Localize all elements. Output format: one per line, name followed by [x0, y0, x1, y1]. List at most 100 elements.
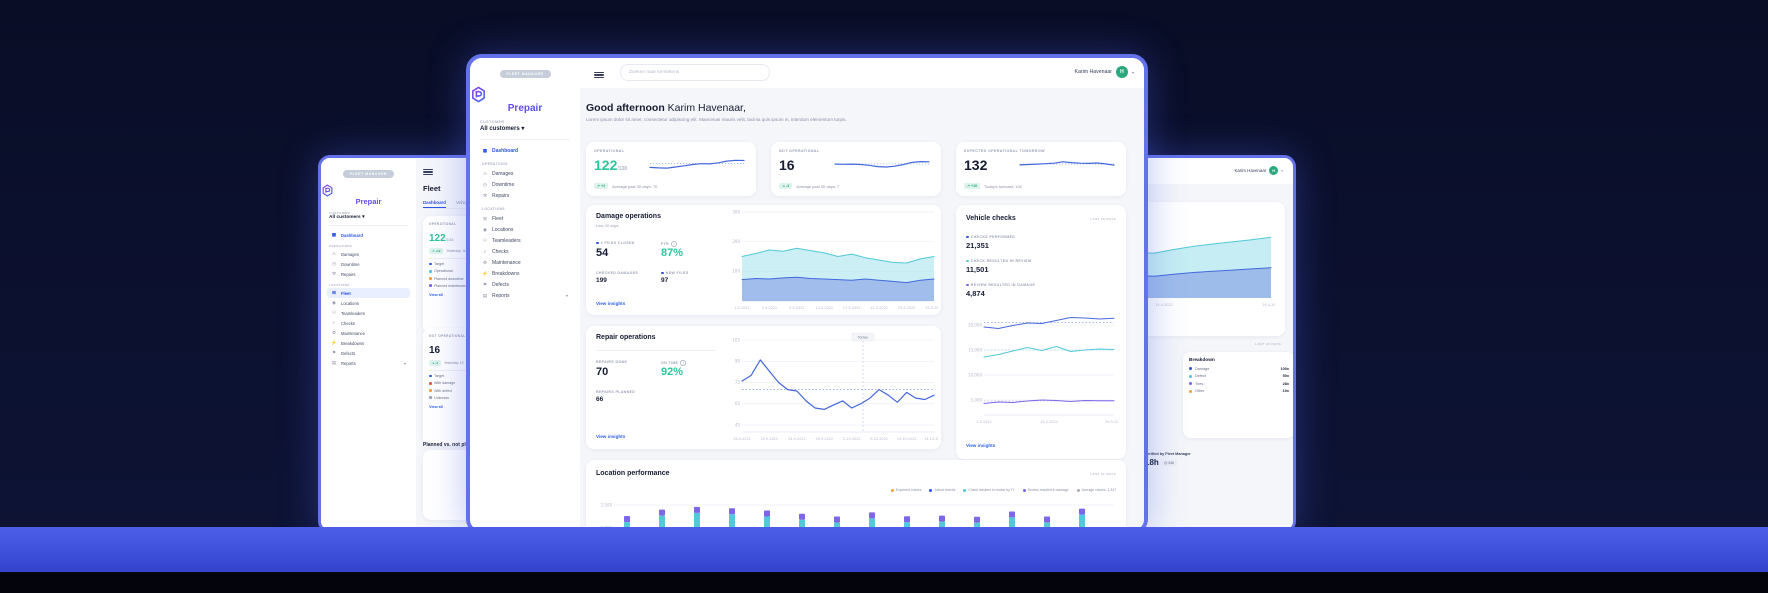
planned-card-title: Planned vs. not planned — [423, 442, 481, 448]
sidebar-item[interactable]: ⚙ Maintenance — [476, 257, 574, 268]
kpi-sparkline — [1018, 151, 1118, 177]
sidebar-item-label: Defects — [492, 281, 509, 288]
legend-dot-icon — [429, 262, 432, 266]
card-title: Repair operations — [596, 334, 656, 341]
legend-list: Target With damage With defect Unknown — [429, 374, 487, 400]
sidebar-item[interactable]: ▤ Reports ▾ — [476, 290, 574, 301]
chevron-down-icon: ▾ — [565, 293, 568, 298]
sidebar-item[interactable]: ⚙ Maintenance — [327, 328, 410, 338]
sidebar-item[interactable]: ⊞ Fleet — [476, 213, 574, 224]
kpi-value: 16 — [779, 157, 795, 173]
user-name: Karim Havenaar — [1074, 69, 1112, 75]
svg-text:25-5-2022: 25-5-2022 — [898, 306, 916, 310]
svg-text:15,000: 15,000 — [968, 347, 982, 352]
legend-dot-icon — [429, 396, 432, 400]
breakdown-row: Tires 28x — [1189, 382, 1289, 386]
tab-vehicles[interactable]: Vehicles — [455, 200, 473, 205]
svg-text:15-4-2022: 15-4-2022 — [1155, 303, 1173, 307]
tab-dashboard[interactable]: Dashboard — [423, 200, 446, 208]
svg-text:13-5-2022: 13-5-2022 — [816, 306, 834, 310]
info-icon[interactable]: i — [680, 360, 687, 366]
kpi-note: Today's forecast: 134 — [984, 183, 1022, 189]
legend-item: With defect — [429, 389, 487, 393]
legend-dot-icon — [963, 488, 967, 492]
kpi-sparkline — [833, 151, 933, 177]
sidebar-item[interactable]: ✓ Checks — [327, 318, 410, 328]
nav-item-icon: ⚒ — [482, 192, 488, 198]
sidebar-item-label: Locations — [492, 226, 514, 233]
sidebar-item[interactable]: ⚡ Breakdowns — [476, 268, 574, 279]
breakdown-row: Defect 50x — [1189, 374, 1289, 378]
sidebar-item[interactable]: ⚡ Breakdowns — [327, 338, 410, 348]
view-insights-link[interactable]: View insights — [966, 443, 996, 448]
legend-item: Average checks: 1,347 — [1076, 488, 1116, 492]
period-label: LAST 30 DAYS — [1090, 217, 1116, 221]
view-insights-link[interactable]: View insights — [596, 301, 626, 306]
svg-text:24-9-2022: 24-9-2022 — [788, 437, 806, 441]
sidebar-item[interactable]: ◉ Locations — [327, 298, 410, 308]
menu-icon[interactable] — [594, 70, 604, 80]
greeting: Good afternoon Karim Havenaar, — [586, 102, 746, 114]
sidebar-item[interactable]: ⊞ Fleet — [327, 288, 410, 298]
nav-item-icon: ⚇ — [482, 237, 488, 243]
nav-item-icon: ⚡ — [482, 270, 488, 276]
breakdown-list: Damage 100x Defect 50x Tires 28x Other 1… — [1189, 367, 1289, 393]
kpi-label: EXPECTED OPERATIONAL TOMORROW — [964, 149, 1045, 153]
stat-label: ON TIME — [661, 361, 679, 365]
customer-selector[interactable]: All customers ▾ — [480, 126, 525, 132]
sidebar-item[interactable]: ⚇ Teamleaders — [327, 308, 410, 318]
stat-label: CHECK RESULTED IN REVIEW — [970, 259, 1032, 263]
nav-item-icon: ⚠ — [482, 170, 488, 176]
legend-item: Operational — [429, 269, 487, 273]
svg-text:200: 200 — [732, 239, 740, 244]
stat-value: 11,501 — [966, 265, 989, 274]
info-icon[interactable]: i — [671, 241, 678, 247]
sidebar-item[interactable]: ✓ Checks — [476, 246, 574, 257]
kpi-card-operational: OPERATIONAL 122/138 ↗ +2 Average past 30… — [586, 142, 756, 196]
svg-text:1-5-2022: 1-5-2022 — [734, 306, 749, 310]
greeting-name: Karim Havenaar, — [667, 102, 746, 114]
sidebar-item[interactable]: ◉ Locations — [476, 224, 574, 235]
chevron-down-icon[interactable]: ▾ — [1281, 168, 1283, 173]
repair-operations-card: Repair operations REPAIRS DONE 70 ON TIM… — [586, 326, 941, 449]
sidebar-item-dashboard[interactable]: ▦ Dashboard — [327, 230, 410, 240]
svg-text:6-10-2022: 6-10-2022 — [870, 437, 888, 441]
main-dashboard-window: FLEET MANAGER Prepair CUSTOMER All custo… — [466, 54, 1148, 535]
greeting-subtitle: Lorem ipsum dolor sit amet, consectetur … — [586, 117, 847, 122]
legend-item: With damage — [429, 381, 487, 385]
avatar[interactable]: H — [1269, 166, 1279, 175]
stat-value: 4,874 — [966, 289, 985, 298]
sidebar-item[interactable]: ⚑ Defects — [476, 279, 574, 290]
sidebar-item[interactable]: ▤ Reports ▾ — [327, 358, 410, 368]
sidebar-item[interactable]: ⚠ Damages — [476, 168, 574, 179]
sidebar-item[interactable]: ⚒ Repairs — [476, 190, 574, 201]
nav-item-icon: ⚑ — [482, 281, 488, 287]
nav-item-icon: ⚠ — [331, 251, 337, 256]
sidebar-item[interactable]: ⚑ Defects — [327, 348, 410, 358]
view-all-link[interactable]: View all — [429, 292, 443, 297]
menu-icon[interactable] — [423, 167, 433, 177]
kpi-sparkline — [648, 151, 748, 177]
stat-value: 66 — [596, 396, 604, 403]
breakdown-row: Damage 100x — [1189, 367, 1289, 371]
sidebar-item[interactable]: ◷ Downtime — [476, 179, 574, 190]
stat-value: 21,351 — [966, 241, 989, 250]
sidebar-item[interactable]: ⚒ Repairs — [327, 269, 410, 279]
view-insights-link[interactable]: View insights — [596, 434, 626, 439]
stat-value: 54 — [596, 247, 609, 259]
card-value-total: /138 — [445, 237, 454, 242]
sidebar-item[interactable]: ⚇ Teamleaders — [476, 235, 574, 246]
sidebar-item-label: Breakdowns — [341, 340, 365, 346]
sidebar-item[interactable]: ⚠ Damages — [327, 249, 410, 259]
avatar[interactable]: H — [1115, 66, 1128, 78]
sidebar-item[interactable]: ◷ Downtime — [327, 259, 410, 269]
stat-label: # FILES CLOSED — [600, 241, 635, 245]
view-all-link[interactable]: View all — [429, 404, 443, 409]
chevron-down-icon[interactable]: ▾ — [1131, 69, 1134, 75]
sidebar-item-label: Downtime — [341, 261, 360, 267]
search-input[interactable]: Zoeken naar kentekens — [620, 64, 770, 81]
sidebar-item-dashboard[interactable]: ▦ Dashboard — [476, 145, 574, 156]
sidebar-item-label: Repairs — [341, 271, 356, 277]
svg-text:21-5-2022: 21-5-2022 — [870, 306, 888, 310]
customer-selector[interactable]: All customers ▾ — [329, 215, 365, 220]
